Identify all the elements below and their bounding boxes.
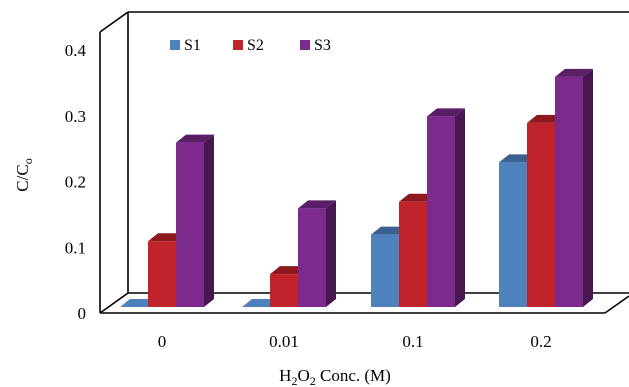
- y-tick-label: 0: [78, 304, 87, 323]
- legend-swatch-s1: [170, 40, 180, 50]
- x-tick-labels: 0 0.01 0.1 0.2: [158, 332, 552, 351]
- bar-front-face: [399, 201, 427, 307]
- bar-front-face: [427, 116, 455, 307]
- bar-s3-0: [176, 134, 214, 307]
- bar-top-face: [427, 108, 465, 117]
- legend-label-s1: S1: [184, 37, 201, 54]
- x-axis-title-sub-2: 2: [310, 374, 316, 387]
- y-tick-label: 0.1: [65, 238, 86, 257]
- bar-s3-0.1: [427, 108, 465, 307]
- y-tick-labels: 0 0.1 0.2 0.3 0.4: [65, 41, 87, 323]
- bar-side-face: [326, 200, 336, 307]
- bar-front-face: [555, 76, 583, 307]
- x-axis-title: H2O2 Conc. (M): [279, 366, 391, 387]
- legend-swatch-s2: [233, 40, 243, 50]
- bar-front-face: [270, 274, 298, 307]
- legend-swatch-s3: [300, 40, 310, 50]
- bar-s3-0.01: [298, 200, 336, 307]
- x-tick-label: 0.1: [402, 332, 423, 351]
- bar-side-face: [204, 134, 214, 307]
- bar-top-face: [176, 134, 214, 143]
- bar-top-face: [555, 68, 593, 77]
- bar-top-face: [298, 200, 336, 209]
- y-axis-title-sub: o: [21, 158, 35, 164]
- y-tick-label: 0.4: [65, 41, 87, 60]
- bar-s3-0.2: [555, 68, 593, 307]
- bar-front-face: [527, 122, 555, 308]
- bar-front-face: [148, 241, 176, 307]
- y-tick-label: 0.2: [65, 173, 86, 192]
- legend: S1 S2 S3: [170, 37, 331, 54]
- bars-layer: [120, 68, 593, 308]
- bar-front-face: [176, 142, 204, 307]
- bar-side-face: [583, 68, 593, 307]
- legend-label-s2: S2: [247, 37, 264, 54]
- bar-front-face: [371, 234, 399, 307]
- x-axis-title-part-3: Conc. (M): [316, 366, 391, 385]
- side-wall-top-edge: [99, 11, 129, 33]
- x-tick-label: 0: [158, 332, 167, 351]
- y-axis-title-main: C/C: [13, 164, 32, 191]
- x-axis-title-sub-1: 2: [291, 374, 297, 387]
- bar-front-face: [298, 208, 326, 307]
- bar-side-face: [455, 108, 465, 307]
- bar-front-face: [499, 162, 527, 307]
- y-tick-label: 0.3: [65, 107, 86, 126]
- x-axis-title-part-1: H: [279, 366, 291, 385]
- x-tick-label: 0.2: [530, 332, 551, 351]
- y-axis-title: C/Co: [13, 158, 35, 191]
- floor-left-edge: [99, 292, 129, 314]
- x-tick-label: 0.01: [269, 332, 299, 351]
- x-axis-title-part-2: O: [297, 366, 309, 385]
- floor-right-edge: [604, 295, 629, 314]
- legend-label-s3: S3: [314, 37, 331, 54]
